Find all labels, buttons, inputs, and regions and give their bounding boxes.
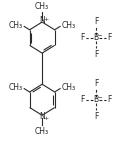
- Text: F: F: [94, 50, 98, 59]
- Text: −: −: [97, 33, 102, 38]
- Text: −: −: [97, 95, 102, 100]
- Text: +: +: [43, 16, 48, 22]
- Text: F: F: [94, 112, 98, 121]
- Text: +: +: [43, 116, 48, 121]
- Text: B: B: [94, 95, 99, 104]
- Text: F: F: [94, 79, 98, 88]
- Text: N: N: [39, 112, 45, 121]
- Text: CH₃: CH₃: [35, 2, 49, 11]
- Text: F: F: [81, 95, 85, 104]
- Text: CH₃: CH₃: [35, 126, 49, 136]
- Text: F: F: [81, 33, 85, 42]
- Text: N: N: [39, 16, 45, 25]
- Text: CH₃: CH₃: [9, 83, 23, 92]
- Text: CH₃: CH₃: [9, 21, 23, 30]
- Text: F: F: [107, 33, 112, 42]
- Text: F: F: [94, 16, 98, 26]
- Text: B: B: [94, 33, 99, 42]
- Text: F: F: [107, 95, 112, 104]
- Text: CH₃: CH₃: [61, 21, 76, 30]
- Text: CH₃: CH₃: [61, 83, 76, 92]
